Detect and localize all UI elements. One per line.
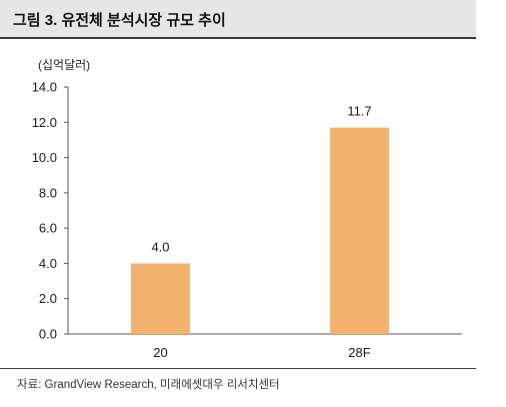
x-tick-label: 20 [153, 345, 167, 360]
figure-title: 그림 3. 유전체 분석시장 규모 추이 [13, 12, 226, 29]
y-tick-label: 10.0 [32, 150, 57, 165]
source-divider [0, 368, 476, 369]
y-tick-label: 12.0 [32, 115, 57, 130]
bar [330, 127, 389, 334]
bar-chart: (십억달러) 0.0 2.0 4.0 6.0 8.0 10.0 12.0 14.0 4.0 20 11… [32, 58, 462, 360]
title-bar: 그림 3. 유전체 분석시장 규모 추이 [0, 0, 476, 39]
y-tick-label: 14.0 [32, 80, 57, 95]
x-tick-label: 28F [348, 345, 370, 360]
y-tick-label: 4.0 [39, 256, 57, 271]
y-tick-label: 2.0 [39, 291, 57, 306]
y-tick-label: 0.0 [39, 327, 57, 342]
y-tick-label: 8.0 [39, 185, 57, 200]
data-label: 4.0 [151, 239, 169, 254]
bar [131, 263, 190, 334]
chart-area: (십억달러) 0.0 2.0 4.0 6.0 8.0 10.0 12.0 14.0 4.0 20 11… [0, 39, 476, 367]
data-label: 11.7 [347, 104, 371, 119]
y-unit-label: (십억달러) [38, 58, 90, 72]
source-note: 자료: GrandView Research, 미래에셋대우 리서치센터 [17, 379, 280, 391]
y-tick-label: 6.0 [39, 221, 57, 236]
